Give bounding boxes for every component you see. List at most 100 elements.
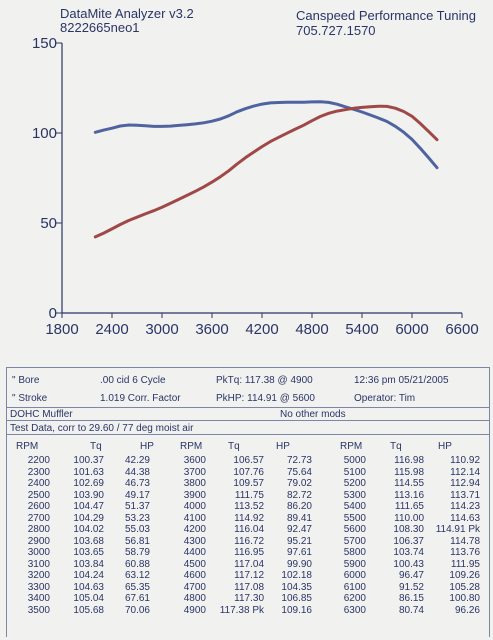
col-hp-3: HP [438,441,452,452]
tq-cell: 115.98 [394,466,424,478]
hp-cell: 114.63 [450,512,480,524]
rpm-cell: 5300 [343,489,366,501]
y-tick-label: 150 [32,35,57,52]
shop-phone: 705.727.1570 [296,23,376,38]
table-row: 4700 117.08 104.35 [170,582,312,594]
col-hp-2: HP [276,441,290,452]
tq-cell: 104.24 [73,570,104,581]
table-row: 5500 110.00 114.63 [330,513,480,525]
tq-cell: 102.69 [73,478,104,489]
tq-cell: 103.84 [73,558,104,570]
hp-cell: 58.79 [124,547,150,558]
y-tick-label: 100 [32,125,57,142]
tq-cell: 91.52 [398,581,424,593]
rpm-cell: 5200 [343,478,366,489]
hp-cell: 75.64 [286,466,312,478]
tq-cell: 105.68 [73,604,104,616]
rpm-cell: 5500 [343,512,366,524]
rpm-cell: 5900 [343,558,366,570]
series-lines [93,100,439,239]
tq-cell: 110.00 [394,512,424,524]
table-row: 4500 117.04 99.90 [170,559,312,571]
hp-cell: 95.21 [286,535,312,547]
chart-frame [61,43,462,314]
y-axis-ticks: 0 50 100 150 [32,35,62,322]
rpm-cell: 6300 [343,604,366,616]
test-conditions: Test Data, corr to 29.60 / 77 deg moist … [10,423,194,434]
rpm-cell: 2300 [27,466,50,478]
hp-cell: 89.41 [286,512,312,524]
tq-cell: 103.90 [73,489,104,501]
stroke-label: " Stroke [12,393,48,404]
hp-cell: 105.28 [449,581,480,593]
hp-cell: 97.61 [286,547,312,558]
rpm-cell: 3500 [27,604,50,616]
rpm-cell: 3100 [27,558,50,570]
hp-cell: 102.18 [281,570,312,581]
rpm-cell: 5600 [343,524,366,535]
table-row: 4600 117.12 102.18 [170,570,312,582]
rpm-cell: 3000 [27,547,50,558]
hp-cell: 111.95 [450,558,480,570]
rpm-cell: 2600 [27,501,50,512]
hp-cell: 113.76 [450,547,480,558]
x-axis-ticks: 1800 2400 3000 3600 4200 4800 5400 6000 6600 [45,313,479,338]
table-row: 3300 104.63 65.35 [8,582,150,594]
operator: Operator: Tim [354,393,416,404]
divider-table [6,434,490,435]
bore-label: " Bore [12,375,40,386]
rpm-cell: 2200 [27,455,50,466]
table-row: 4200 116.04 92.47 [170,524,312,536]
table-row: 2400 102.69 46.73 [8,478,150,490]
col-tq-2: Tq [228,441,240,452]
y-tick-label: 0 [49,305,57,322]
rpm-cell: 4500 [183,558,206,570]
hp-cell: 44.38 [124,466,150,478]
tq-cell: 117.08 [234,581,264,593]
x-tick-label: 1800 [45,321,78,338]
tq-cell: 104.02 [73,524,104,535]
table-row: 3800 109.57 79.02 [170,478,312,490]
rpm-cell: 5700 [343,535,366,547]
divider-test [6,420,490,421]
rpm-cell: 6000 [343,570,366,581]
x-tick-label: 5400 [345,321,378,338]
hp-cell: 114.78 [450,535,480,547]
tq-cell: 86.15 [398,593,424,604]
rpm-cell: 5000 [343,455,366,466]
hp-cell: 82.72 [286,489,312,501]
rpm-cell: 3400 [27,593,50,604]
tq-cell: 100.37 [73,455,104,466]
table-row: 2200 100.37 42.29 [8,455,150,467]
tq-cell: 113.16 [394,489,424,501]
x-tick-label: 2400 [95,321,128,338]
shop-name: Canspeed Performance Tuning [296,8,476,23]
rpm-cell: 3600 [183,455,206,466]
hp-cell: 104.35 [281,581,312,593]
tq-cell: 96.47 [398,570,424,581]
app-title: DataMite Analyzer v3.2 [60,6,194,21]
col-rpm-1: RPM [16,441,39,452]
table-row: 2300 101.63 44.38 [8,467,150,479]
tq-cell: 114.92 [234,512,264,524]
table-row: 6200 86.15 100.80 [330,593,480,605]
tq-cell: 117.38 Pk [219,604,264,616]
hp-cell: 92.47 [286,524,312,535]
table-row: 4800 117.30 106.85 [170,593,312,605]
divider-notes [6,407,490,408]
col-tq-3: Tq [390,441,402,452]
run-time: 12:36 pm 05/21/2005 [354,375,449,386]
table-row: 5300 113.16 113.71 [330,490,480,502]
tq-cell: 103.65 [73,547,104,558]
dyno-chart: 0 50 100 150 1800 2400 3000 3600 4200 4800 5400 60… [32,35,479,338]
rpm-cell: 6100 [343,581,366,593]
peak-torque: PkTq: 117.38 @ 4900 [216,375,313,386]
col-rpm-2: RPM [180,441,203,452]
rpm-cell: 3200 [27,570,50,581]
rpm-cell: 2400 [27,478,50,489]
table-row: 5900 100.43 111.95 [330,559,480,571]
hp-cell: 63.12 [124,570,150,581]
tq-cell: 105.04 [73,593,104,604]
hp-cell: 53.23 [124,512,150,524]
divider-top [6,367,490,368]
